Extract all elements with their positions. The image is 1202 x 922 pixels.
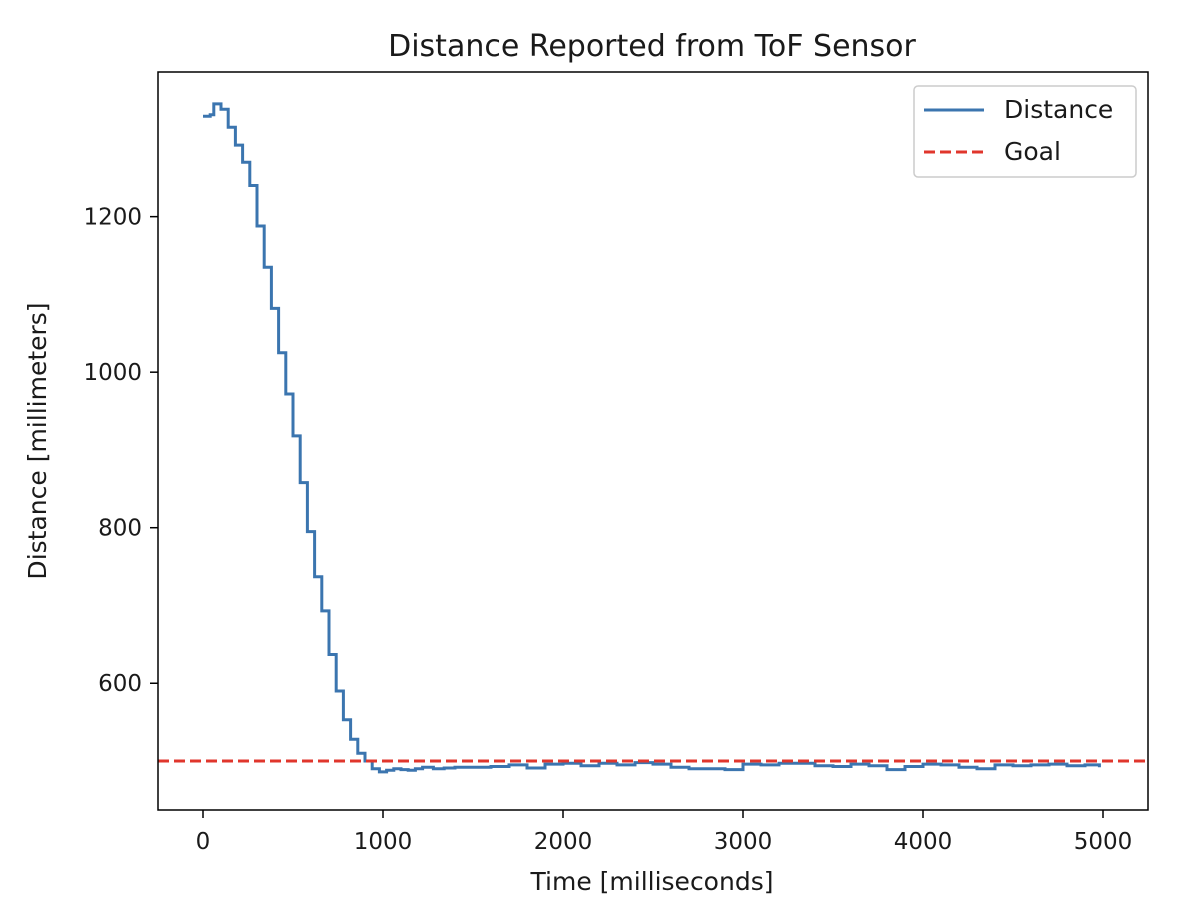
legend-label-distance: Distance [1004, 95, 1113, 124]
y-tick-label: 600 [98, 671, 142, 697]
y-tick-label: 800 [98, 516, 142, 542]
y-axis-label: Distance [millimeters] [23, 302, 52, 579]
legend-label-goal: Goal [1004, 137, 1061, 166]
y-tick-label: 1000 [83, 360, 142, 386]
x-axis-label: Time [milliseconds] [530, 867, 774, 896]
chart-title: Distance Reported from ToF Sensor [388, 29, 916, 64]
x-tick-label: 4000 [894, 829, 953, 855]
x-tick-label: 5000 [1074, 829, 1133, 855]
plot-area [157, 71, 1149, 811]
x-tick-label: 1000 [354, 829, 413, 855]
axes-frame [157, 71, 1149, 811]
x-tick-label: 0 [196, 829, 211, 855]
y-tick-label: 1200 [83, 205, 142, 231]
x-tick-label: 3000 [714, 829, 773, 855]
x-tick-label: 2000 [534, 829, 593, 855]
series-line-distance [203, 102, 1101, 774]
axis-ticks: 0 1000 2000 3000 4000 5000 600 800 1000 1200 [83, 205, 1132, 855]
legend: Distance Goal [913, 85, 1137, 178]
